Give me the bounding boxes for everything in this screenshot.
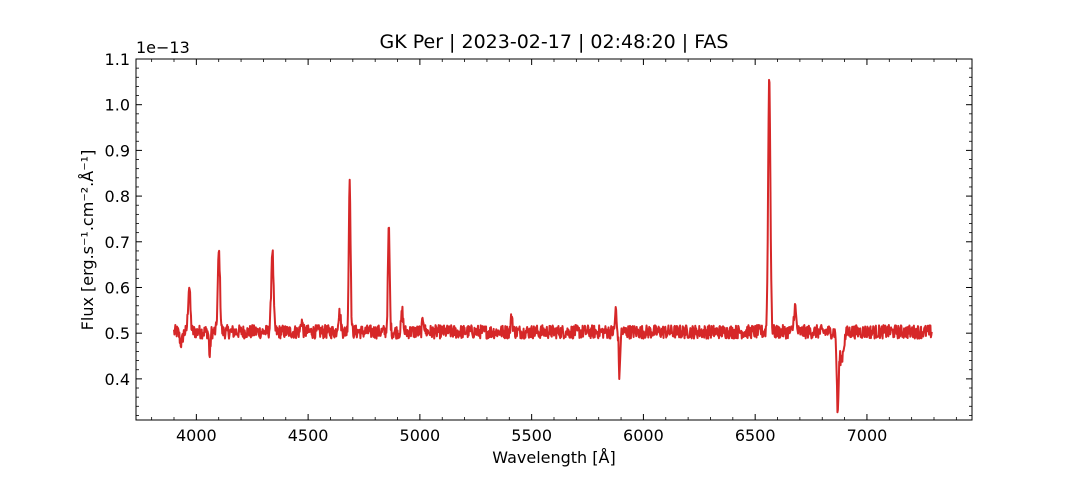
y-tick-label: 0.8 xyxy=(105,187,130,206)
x-tick-label: 4000 xyxy=(176,426,217,445)
y-tick-label: 1.0 xyxy=(105,96,130,115)
x-tick-label: 6500 xyxy=(735,426,776,445)
y-tick-label: 0.6 xyxy=(105,278,130,297)
spectrum-line xyxy=(173,78,933,414)
y-tick-label: 0.7 xyxy=(105,233,130,252)
y-axis-label: Flux [erg.s⁻¹.cm⁻².Å⁻¹] xyxy=(78,150,97,331)
y-axis-offset-text: 1e−13 xyxy=(136,38,190,57)
chart-title: GK Per | 2023-02-17 | 02:48:20 | FAS xyxy=(380,31,729,53)
y-tick-label: 0.4 xyxy=(105,370,130,389)
y-tick-label: 1.1 xyxy=(105,50,130,69)
y-tick-label: 0.5 xyxy=(105,324,130,343)
y-tick-label: 0.9 xyxy=(105,141,130,160)
x-tick-label: 6000 xyxy=(623,426,664,445)
x-tick-label: 5000 xyxy=(400,426,441,445)
x-tick-label: 5500 xyxy=(511,426,552,445)
series-layer xyxy=(173,78,933,414)
x-tick-label: 7000 xyxy=(847,426,888,445)
x-axis-label: Wavelength [Å] xyxy=(492,448,615,467)
x-tick-label: 4500 xyxy=(288,426,329,445)
y-axis: 0.4 0.5 0.6 0.7 0.8 0.9 1.0 1.1 xyxy=(105,50,972,416)
x-axis: 4000 4500 5000 5500 6000 6500 7000 xyxy=(151,59,957,445)
